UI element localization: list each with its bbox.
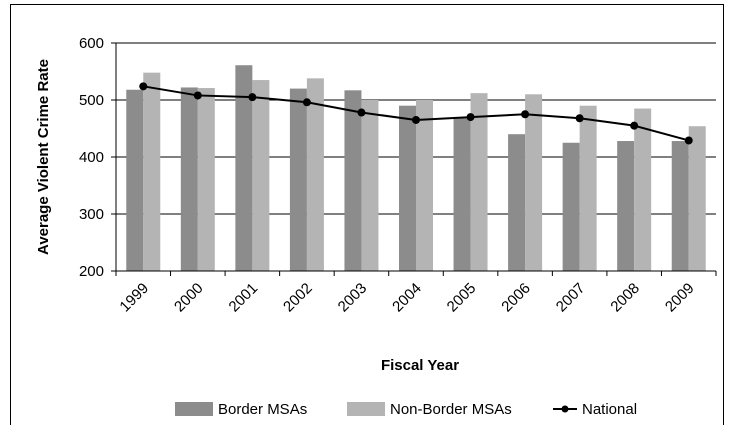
bar-border-msas2006 <box>508 134 526 271</box>
x-tick-label: 2006 <box>498 280 534 316</box>
bar-border-msas2004 <box>399 105 416 271</box>
legend-label-non-border-msas: Non-Border MSAs <box>390 401 512 418</box>
national-point-2002 <box>302 98 311 107</box>
bar-border-msas1999 <box>126 89 144 272</box>
national-point-2001 <box>248 93 257 102</box>
national-point-2005 <box>466 113 475 122</box>
national-point-2000 <box>193 91 202 100</box>
x-tick-label: 2003 <box>335 280 371 316</box>
x-tick-label: 2007 <box>553 280 589 316</box>
y-tick-label: 200 <box>79 263 104 280</box>
bar-border-msas2001 <box>235 65 253 271</box>
bar-non-border-msas1999 <box>143 72 161 271</box>
x-tick-label: 2002 <box>280 280 316 316</box>
bar-border-msas2007 <box>562 142 580 271</box>
bar-non-border-msas2005 <box>470 93 488 271</box>
bar-non-border-msas2002 <box>306 78 324 271</box>
national-line <box>139 82 693 145</box>
national-point-2004 <box>412 115 420 124</box>
national-point-2006 <box>521 110 530 119</box>
bar-non-border-msas2006 <box>525 94 543 271</box>
x-tick-label: 2004 <box>389 280 425 316</box>
bar-border-msas2009 <box>671 141 689 271</box>
legend-label-national: National <box>582 401 637 418</box>
bar-non-border-msas2001 <box>252 80 270 271</box>
bar-border-msas2008 <box>617 141 635 271</box>
national-point-2003 <box>357 108 366 117</box>
bar-border-msas2005 <box>453 118 471 272</box>
legend: Border MSAs Non-Border MSAs National <box>175 401 637 418</box>
x-tick-label: 2009 <box>662 280 698 316</box>
legend-swatch-border-msas <box>175 402 213 416</box>
bar-border-msas2002 <box>289 88 307 271</box>
bar-non-border-msas2008 <box>634 108 652 271</box>
national-point-2007 <box>575 114 584 123</box>
legend-marker-national <box>561 405 569 413</box>
x-tick-label: 2005 <box>444 280 480 316</box>
bar-non-border-msas2000 <box>197 88 215 271</box>
legend-label-border-msas: Border MSAs <box>218 401 307 418</box>
y-tick-label: 300 <box>79 206 104 223</box>
bar-non-border-msas2007 <box>579 105 597 271</box>
bars <box>126 65 706 272</box>
x-axis-title: Fiscal Year <box>381 357 459 374</box>
bar-border-msas2000 <box>180 87 198 272</box>
national-point-1999 <box>139 82 148 91</box>
y-tick-label: 600 <box>79 35 104 52</box>
axes <box>111 42 717 276</box>
bar-non-border-msas2009 <box>688 126 706 271</box>
bar-border-msas2003 <box>344 90 362 271</box>
x-tick-label: 2001 <box>226 280 262 316</box>
national-point-2009 <box>684 136 693 145</box>
bar-non-border-msas2004 <box>416 100 433 271</box>
national-point-2008 <box>630 121 639 130</box>
x-tick-label: 2008 <box>607 280 643 316</box>
bar-non-border-msas2003 <box>361 100 379 271</box>
y-tick-label: 500 <box>79 92 104 109</box>
y-tick-label: 400 <box>79 149 104 166</box>
legend-swatch-non-border-msas <box>347 402 385 416</box>
y-axis-title: Average Violent Crime Rate <box>35 59 52 255</box>
x-tick-label: 1999 <box>116 280 152 316</box>
x-tick-label: 2000 <box>171 280 207 316</box>
